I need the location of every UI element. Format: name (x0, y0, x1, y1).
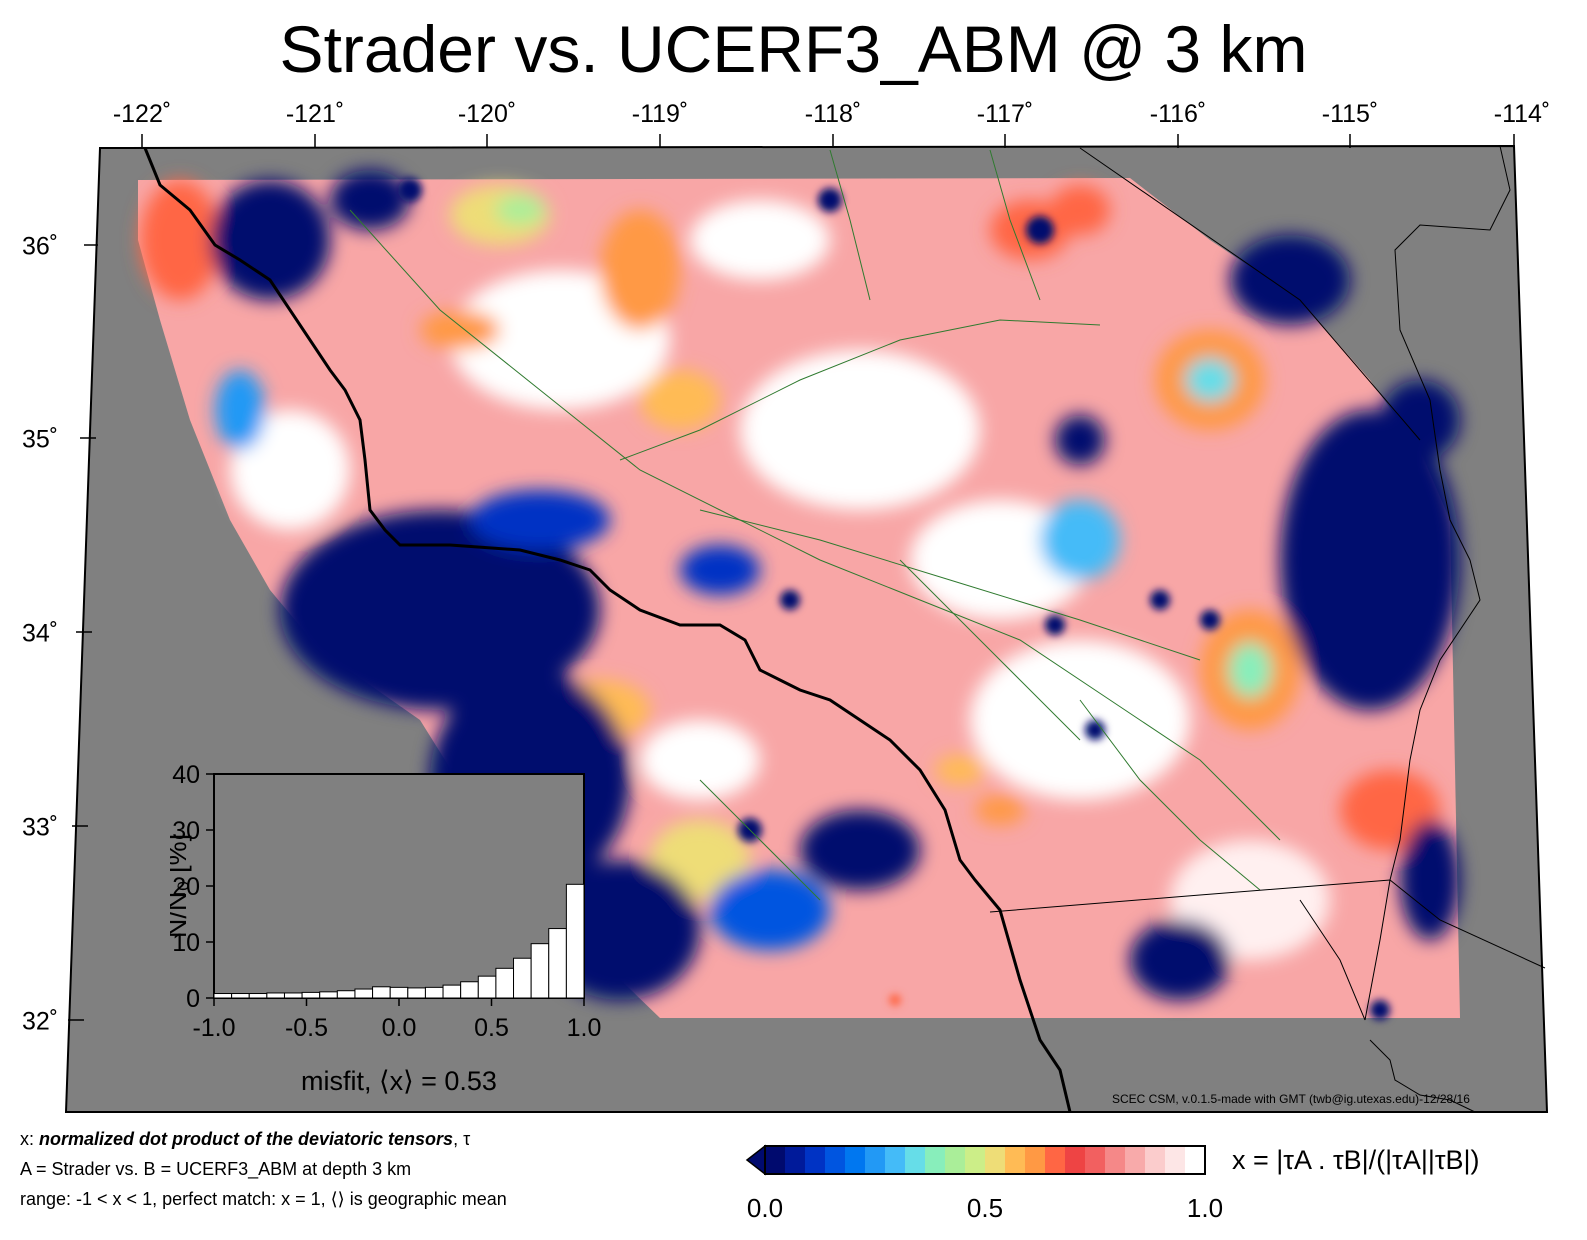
colorbar-tick: 1.0 (1186, 1193, 1224, 1223)
histogram-bar (530, 943, 550, 999)
colorbar-cell (1145, 1146, 1166, 1174)
fault-lines (349, 149, 1281, 901)
colorbar-cell (845, 1146, 866, 1174)
colorbar-cell (865, 1146, 886, 1174)
histogram-y-tick-label: 40 (172, 761, 200, 789)
histogram-bar (460, 981, 479, 999)
colorbar-cell (1185, 1146, 1206, 1174)
colorbar-underflow-triangle (745, 1144, 766, 1176)
colorbar-cell (925, 1146, 946, 1174)
histogram-bar (231, 993, 250, 999)
histogram-bar (372, 986, 391, 999)
lon-label: -121˚ (285, 100, 345, 128)
legend-line-3: range: -1 < x < 1, perfect match: x = 1,… (20, 1189, 507, 1209)
map-title: Strader vs. UCERF3_ABM @ 3 km (279, 12, 1308, 86)
colorbar-cell (1125, 1146, 1146, 1174)
colorbar-cell (1165, 1146, 1186, 1174)
histogram-xlabel: misfit, ⟨x⟩ = 0.53 (301, 1066, 497, 1096)
histogram-bar (248, 993, 268, 999)
histogram-bar (336, 990, 356, 999)
histogram-bar (213, 993, 233, 999)
colorbar-tick: 0.0 (746, 1193, 784, 1223)
formula-text: x = |τA . τB|/(|τA||τB|) (1232, 1145, 1480, 1175)
histogram-bar (266, 992, 285, 999)
misfit-histogram: -1.0 -0.5 0.0 0.5 1.0 0 10 20 30 40 N/N₀ [%] misf… (170, 761, 602, 1096)
colorbar-cell (885, 1146, 906, 1174)
histogram-bar (301, 991, 321, 999)
legend-emphasis: normalized dot product of the deviatoric… (39, 1129, 454, 1149)
histogram-bar (442, 984, 462, 999)
colorbar (745, 1144, 1206, 1176)
colorbar-cell (825, 1146, 846, 1174)
lon-label: -116˚ (1149, 100, 1207, 128)
histogram-y-tick-label: 30 (172, 817, 200, 845)
lon-label: -115˚ (1321, 100, 1379, 128)
histogram-y-tick-label: 0 (186, 985, 200, 1013)
lon-label: -114˚ (1493, 100, 1551, 128)
misfit-field (140, 170, 1460, 1000)
lat-label: 35˚ (22, 425, 59, 454)
histogram-y-tick-label: 10 (172, 929, 200, 957)
legend-suffix: , τ (453, 1129, 471, 1149)
lon-label: -119˚ (631, 100, 689, 128)
histogram-bar (354, 988, 374, 999)
histogram-bar (548, 928, 567, 999)
lon-label: -117˚ (976, 100, 1034, 128)
histogram-bar (407, 987, 426, 999)
lon-label: -122˚ (112, 100, 172, 128)
histogram-x-tick-label: 0.5 (474, 1014, 509, 1042)
colorbar-frame (764, 1145, 1206, 1175)
histogram-ylabel: N/N₀ [%] (170, 834, 192, 938)
colorbar-cell (965, 1146, 986, 1174)
legend-prefix: x: (20, 1129, 40, 1149)
colorbar-cell (785, 1146, 806, 1174)
lat-label: 32˚ (22, 1007, 59, 1036)
lon-label: -120˚ (457, 100, 517, 128)
histogram-x-tick-label: 0.0 (382, 1014, 417, 1042)
histogram-bar (513, 957, 532, 999)
legend-line-2: A = Strader vs. B = UCERF3_ABM at depth … (20, 1159, 412, 1179)
colorbar-cell (945, 1146, 966, 1174)
histogram-bar (389, 986, 409, 999)
legend-text: x: normalized dot product of the deviato… (20, 1124, 507, 1214)
histogram-bar (565, 883, 585, 999)
state-borders (989, 145, 1546, 1113)
histogram-x-tick-label: 1.0 (567, 1014, 602, 1042)
colorbar-cell (765, 1146, 786, 1174)
colorbar-cell (1005, 1146, 1026, 1174)
colorbar-cell (1085, 1146, 1106, 1174)
lat-label: 36˚ (22, 232, 59, 261)
lon-label: -118˚ (804, 100, 862, 128)
coastline (143, 147, 1072, 1113)
colorbar-formula: x = |τA . τB|/(|τA||τB|) (1232, 1145, 1480, 1176)
histogram-bar (424, 986, 444, 999)
colorbar-cell (1025, 1146, 1046, 1174)
histogram-bar (319, 991, 338, 999)
colorbar-cell (1045, 1146, 1066, 1174)
lat-label: 34˚ (22, 619, 59, 648)
histogram-bar (283, 992, 303, 999)
colorbar-tick: 0.5 (966, 1193, 1004, 1223)
histogram-y-tick-label: 20 (172, 873, 200, 901)
lat-label: 33˚ (22, 813, 59, 842)
colorbar-cell (985, 1146, 1006, 1174)
frame-ticks (68, 134, 1515, 1021)
colorbar-cell (905, 1146, 926, 1174)
credit-text: SCEC CSM, v.0.1.5-made with GMT (twb@ig.… (1112, 1092, 1470, 1106)
histogram-bar (495, 967, 515, 999)
histogram-x-tick-label: -1.0 (192, 1014, 235, 1042)
legend-line-1: x: normalized dot product of the deviato… (20, 1124, 507, 1154)
colorbar-cell (805, 1146, 826, 1174)
histogram-x-tick-label: -0.5 (285, 1014, 328, 1042)
colorbar-cell (1105, 1146, 1126, 1174)
colorbar-cell (1065, 1146, 1086, 1174)
histogram-bar (477, 975, 497, 999)
